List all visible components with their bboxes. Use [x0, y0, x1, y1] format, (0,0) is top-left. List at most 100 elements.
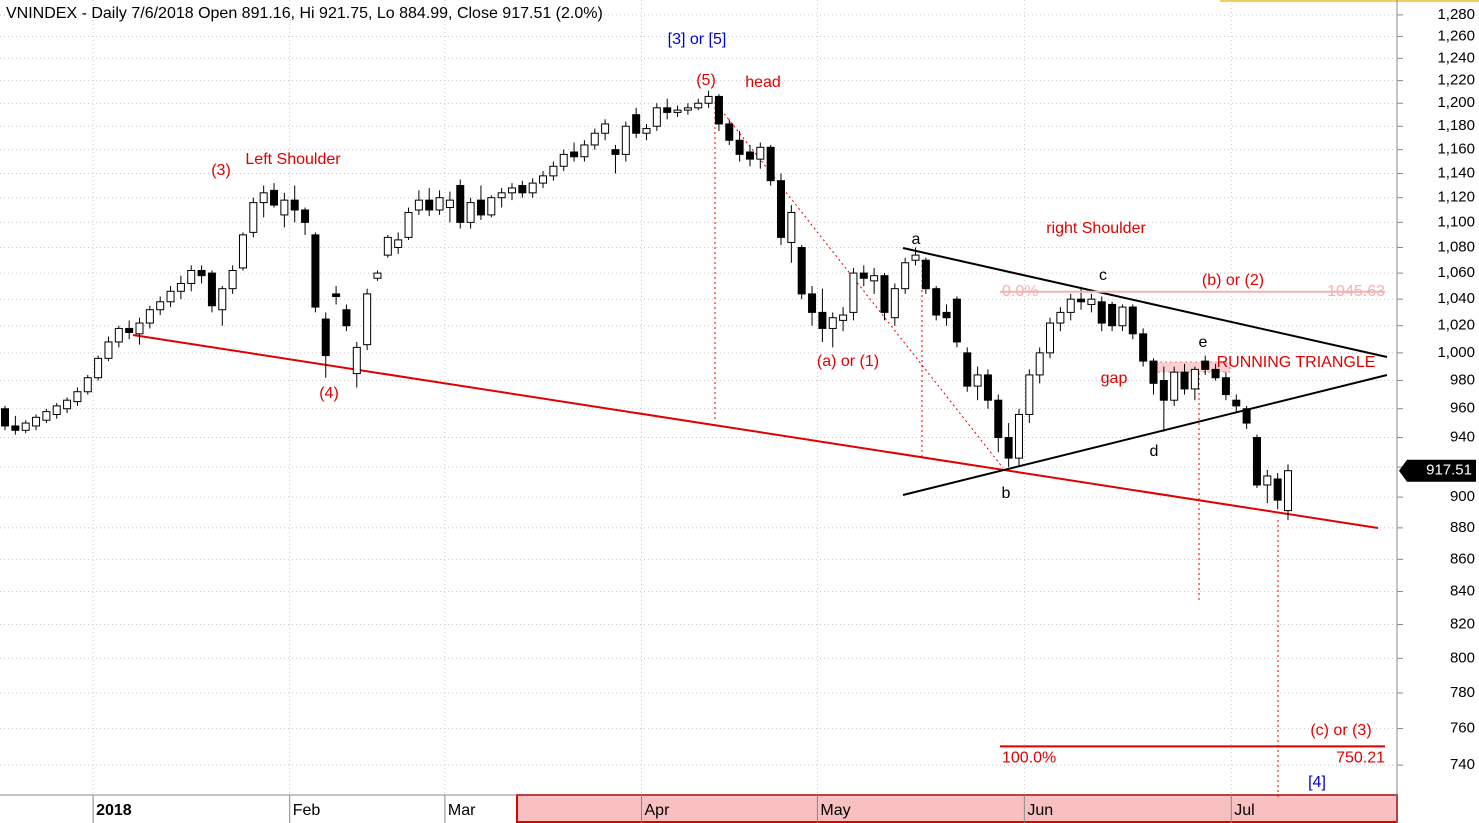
candle-body — [652, 107, 661, 127]
candle-body — [601, 123, 610, 134]
y-tick-label: 1,080 — [1437, 238, 1475, 255]
candle-body — [580, 144, 589, 158]
candle-body — [745, 151, 754, 160]
candle-body — [880, 275, 889, 313]
candle-body — [994, 399, 1003, 439]
y-tick-label: 1,020 — [1437, 317, 1475, 334]
candle-body — [414, 199, 423, 211]
annotation: (a) or (1) — [817, 353, 879, 370]
candle-body — [166, 290, 175, 303]
neckline — [132, 334, 1379, 529]
candle-body — [1118, 306, 1127, 327]
y-tick-label: 940 — [1450, 429, 1475, 446]
annotation: (c) or (3) — [1310, 722, 1371, 739]
candle-body — [756, 146, 765, 160]
candle-body — [1159, 380, 1168, 401]
annotation: RUNNING TRIANGLE — [1217, 354, 1376, 371]
candle-body — [1149, 360, 1158, 384]
y-tick-label: 960 — [1450, 400, 1475, 417]
y-tick-label: 900 — [1450, 488, 1475, 505]
candle-body — [518, 185, 527, 194]
candles — [1, 90, 1292, 521]
overlay — [132, 101, 1388, 800]
candle-body — [352, 346, 361, 375]
candle-body — [1077, 298, 1086, 303]
candle-body — [787, 211, 796, 243]
annotation: gap — [1101, 370, 1128, 387]
annotation: (3) — [211, 162, 231, 179]
y-tick-label: 1,260 — [1437, 27, 1475, 44]
candle-body — [259, 192, 268, 204]
candle-body — [704, 95, 713, 104]
candle-body — [1211, 368, 1220, 379]
candle-body — [114, 327, 123, 343]
candle-body — [52, 405, 61, 415]
annotation: right Shoulder — [1046, 220, 1146, 237]
candle-body — [539, 175, 548, 184]
annotation: (b) or (2) — [1202, 272, 1264, 289]
candle-body — [952, 298, 961, 343]
annotation: b — [1002, 485, 1011, 502]
candle-body — [73, 391, 82, 403]
candle-body — [642, 128, 651, 134]
y-tick-label: 1,220 — [1437, 72, 1475, 89]
candle-body — [1242, 408, 1251, 424]
candle-body — [1263, 475, 1272, 486]
x-tick-label: 2018 — [96, 802, 132, 819]
candle-body — [83, 377, 92, 393]
candle-body — [870, 275, 879, 282]
candle-body — [735, 139, 744, 155]
candle-body — [808, 293, 817, 313]
chart-title: VNINDEX - Daily 7/6/2018 Open 891.16, Hi… — [6, 5, 603, 22]
candle-body — [135, 322, 144, 335]
candle-body — [311, 234, 320, 308]
annotation: (4) — [319, 385, 339, 402]
candle-body — [301, 209, 310, 223]
fib-value: 750.21 — [1336, 750, 1385, 767]
x-tick-label: Jun — [1027, 802, 1053, 819]
candle-body — [42, 411, 51, 421]
y-tick-label: 780 — [1450, 684, 1475, 701]
candle-body — [911, 254, 920, 261]
triangle-upper — [902, 247, 1388, 358]
y-tick-label: 760 — [1450, 720, 1475, 737]
candle-body — [621, 125, 630, 155]
candle-body — [228, 269, 237, 290]
candle-body — [456, 185, 465, 223]
candle-body — [63, 399, 72, 410]
y-tick-label: 880 — [1450, 519, 1475, 536]
candle-body — [590, 132, 599, 146]
candle-body — [197, 269, 206, 277]
candle-body — [1087, 298, 1096, 305]
candle-body — [497, 192, 506, 199]
y-tick-label: 1,100 — [1437, 213, 1475, 230]
candle-body — [290, 199, 299, 211]
y-axis-area — [1397, 0, 1479, 823]
candle-body — [373, 272, 382, 279]
annotation: head — [745, 74, 781, 91]
candle-body — [487, 197, 496, 216]
grid — [0, 0, 1397, 795]
candle-body — [1004, 437, 1013, 459]
candle-body — [466, 202, 475, 223]
candle-body — [238, 234, 247, 269]
y-tick-label: 840 — [1450, 583, 1475, 600]
y-tick-label: 1,280 — [1437, 6, 1475, 23]
candle-body — [218, 288, 227, 311]
candle-body — [1097, 301, 1106, 324]
candle-body — [777, 180, 786, 238]
candle-body — [1035, 352, 1044, 376]
candle-body — [1056, 311, 1065, 324]
candle-body — [570, 151, 579, 158]
annotation: [4] — [1308, 774, 1326, 791]
annotation: d — [1150, 443, 1159, 460]
x-tick-label: Mar — [448, 802, 476, 819]
time-band — [516, 794, 1398, 823]
candle-body — [859, 272, 868, 279]
candle-body — [963, 352, 972, 387]
y-tick-label: 1,180 — [1437, 117, 1475, 134]
candle-body — [363, 293, 372, 346]
price-tag — [1399, 459, 1476, 482]
